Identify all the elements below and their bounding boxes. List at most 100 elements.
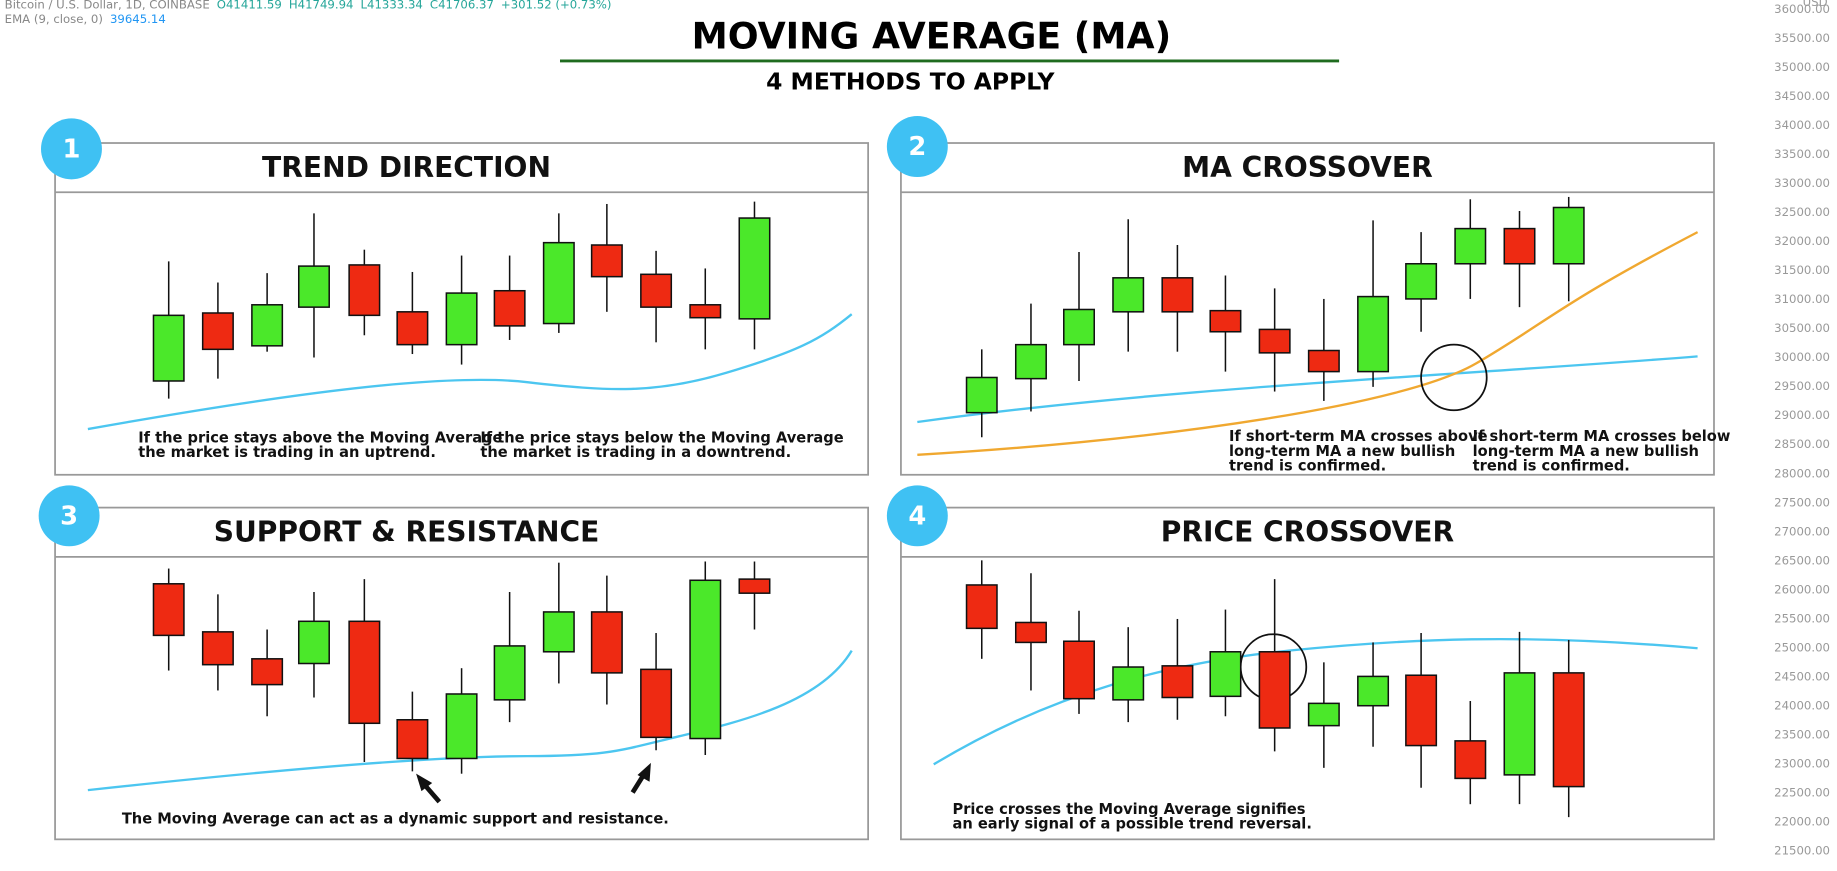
ohlc-value: C41706.37 — [430, 0, 494, 11]
candle-body — [1503, 672, 1536, 776]
price-label: 31500.00 — [1774, 263, 1830, 277]
candle-body — [1112, 277, 1145, 313]
indicator: EMA (9, close, 0) — [5, 11, 103, 25]
price-label: 34000.00 — [1774, 118, 1830, 132]
currency: USD — [1803, 0, 1828, 9]
note-line: If short-term MA crosses above — [1229, 428, 1488, 445]
cross-circle — [1420, 343, 1488, 412]
panel-number: 3 — [60, 501, 78, 531]
price-label: 27000.00 — [1774, 524, 1830, 538]
ohlc-value: L41333.34 — [361, 0, 423, 11]
candle-body — [1112, 666, 1145, 701]
candle-body — [738, 217, 771, 320]
panel-title: MA CROSSOVER — [1182, 151, 1433, 184]
candle-body — [590, 611, 623, 674]
candle-body — [1552, 672, 1585, 788]
ohlc-value: O41411.59 — [217, 0, 282, 11]
panel-title: PRICE CROSSOVER — [1161, 515, 1455, 548]
number-badge — [38, 485, 100, 547]
price-label: 24000.00 — [1774, 698, 1830, 712]
note-line: If short-term MA crosses below — [1473, 428, 1731, 445]
candle-body — [1014, 621, 1047, 644]
price-label: 21500.00 — [1774, 844, 1830, 858]
panel-frame — [54, 142, 870, 476]
price-label: 35000.00 — [1774, 60, 1830, 74]
panel-number: 4 — [908, 501, 926, 531]
price-label: 22000.00 — [1774, 815, 1830, 829]
header-line: Bitcoin / U.S. Dollar, 1D, COINBASE O4141… — [5, 0, 612, 11]
candle-body — [689, 579, 722, 740]
price-label: 36000.00 — [1774, 2, 1830, 16]
candle-body — [493, 645, 526, 701]
note-line: an early signal of a possible trend reve… — [952, 816, 1311, 833]
candle-body — [542, 611, 575, 653]
candle-body — [251, 658, 284, 686]
candle-body — [1161, 277, 1194, 313]
candle-body — [1454, 227, 1487, 265]
number-badge — [41, 118, 102, 180]
candle-body — [1405, 674, 1438, 747]
candle-body — [201, 631, 234, 666]
note-line: long-term MA a new bullish — [1473, 443, 1699, 460]
candle-body — [590, 244, 623, 278]
price-label: 28500.00 — [1774, 437, 1830, 451]
candle-body — [738, 578, 771, 594]
price-label: 33500.00 — [1774, 147, 1830, 161]
panel-title: TREND DIRECTION — [262, 151, 551, 184]
candle-body — [1209, 651, 1242, 698]
price-label: 23000.00 — [1774, 757, 1830, 771]
candle-body — [1307, 702, 1340, 727]
price-label: 23500.00 — [1774, 728, 1830, 742]
price-label: 32000.00 — [1774, 234, 1830, 248]
candle-body — [1307, 349, 1340, 373]
ma-line — [933, 637, 1698, 766]
note-line: trend is confirmed. — [1229, 458, 1386, 475]
note-line: If the price stays above the Moving Aver… — [138, 429, 502, 446]
ma-line — [87, 650, 853, 792]
price-label: 35500.00 — [1774, 31, 1830, 45]
candle-body — [445, 292, 478, 346]
candle-body — [251, 304, 284, 347]
candle-body — [297, 265, 330, 308]
price-label: 29500.00 — [1774, 379, 1830, 393]
candle-body — [297, 620, 330, 665]
panel-number: 2 — [908, 132, 926, 162]
candle-body — [1209, 309, 1242, 333]
note-line: Price crosses the Moving Average signifi… — [952, 801, 1305, 818]
note-line: The Moving Average can act as a dynamic … — [122, 810, 669, 827]
candle-body — [445, 693, 478, 760]
price-label: 30000.00 — [1774, 350, 1830, 364]
candle-body — [152, 314, 185, 382]
candle-body — [396, 719, 429, 760]
candle-body — [640, 668, 673, 739]
number-badge — [886, 116, 948, 178]
candle-body — [1503, 227, 1536, 265]
ohlc-value: H41749.94 — [289, 0, 354, 11]
price-label: 33000.00 — [1774, 176, 1830, 190]
note-line: the market is trading in a downtrend. — [480, 444, 791, 461]
price-label: 30500.00 — [1774, 321, 1830, 335]
note-line: the market is trading in an uptrend. — [138, 444, 436, 461]
panel-frame — [900, 506, 1715, 841]
symbol: Bitcoin / U.S. Dollar, 1D, COINBASE — [5, 0, 210, 11]
price-label: 26000.00 — [1774, 582, 1830, 596]
indicator-line: EMA (9, close, 0) 39645.14 — [5, 11, 166, 25]
price-label: 27500.00 — [1774, 495, 1830, 509]
long-ma — [917, 355, 1698, 424]
panel-frame — [54, 506, 870, 841]
candle-body — [396, 311, 429, 346]
price-label: 31000.00 — [1774, 292, 1830, 306]
panel-number: 1 — [62, 135, 80, 165]
price-label: 25000.00 — [1774, 640, 1830, 654]
candle-body — [1552, 206, 1585, 265]
candle-body — [152, 583, 185, 637]
note-line: long-term MA a new bullish — [1229, 443, 1455, 460]
candle-body — [640, 273, 673, 308]
candle-body — [1014, 343, 1047, 380]
candle-body — [1405, 262, 1438, 300]
title: MOVING AVERAGE (MA) — [692, 15, 1172, 58]
candle-body — [1161, 665, 1194, 699]
candle-body — [201, 312, 234, 351]
